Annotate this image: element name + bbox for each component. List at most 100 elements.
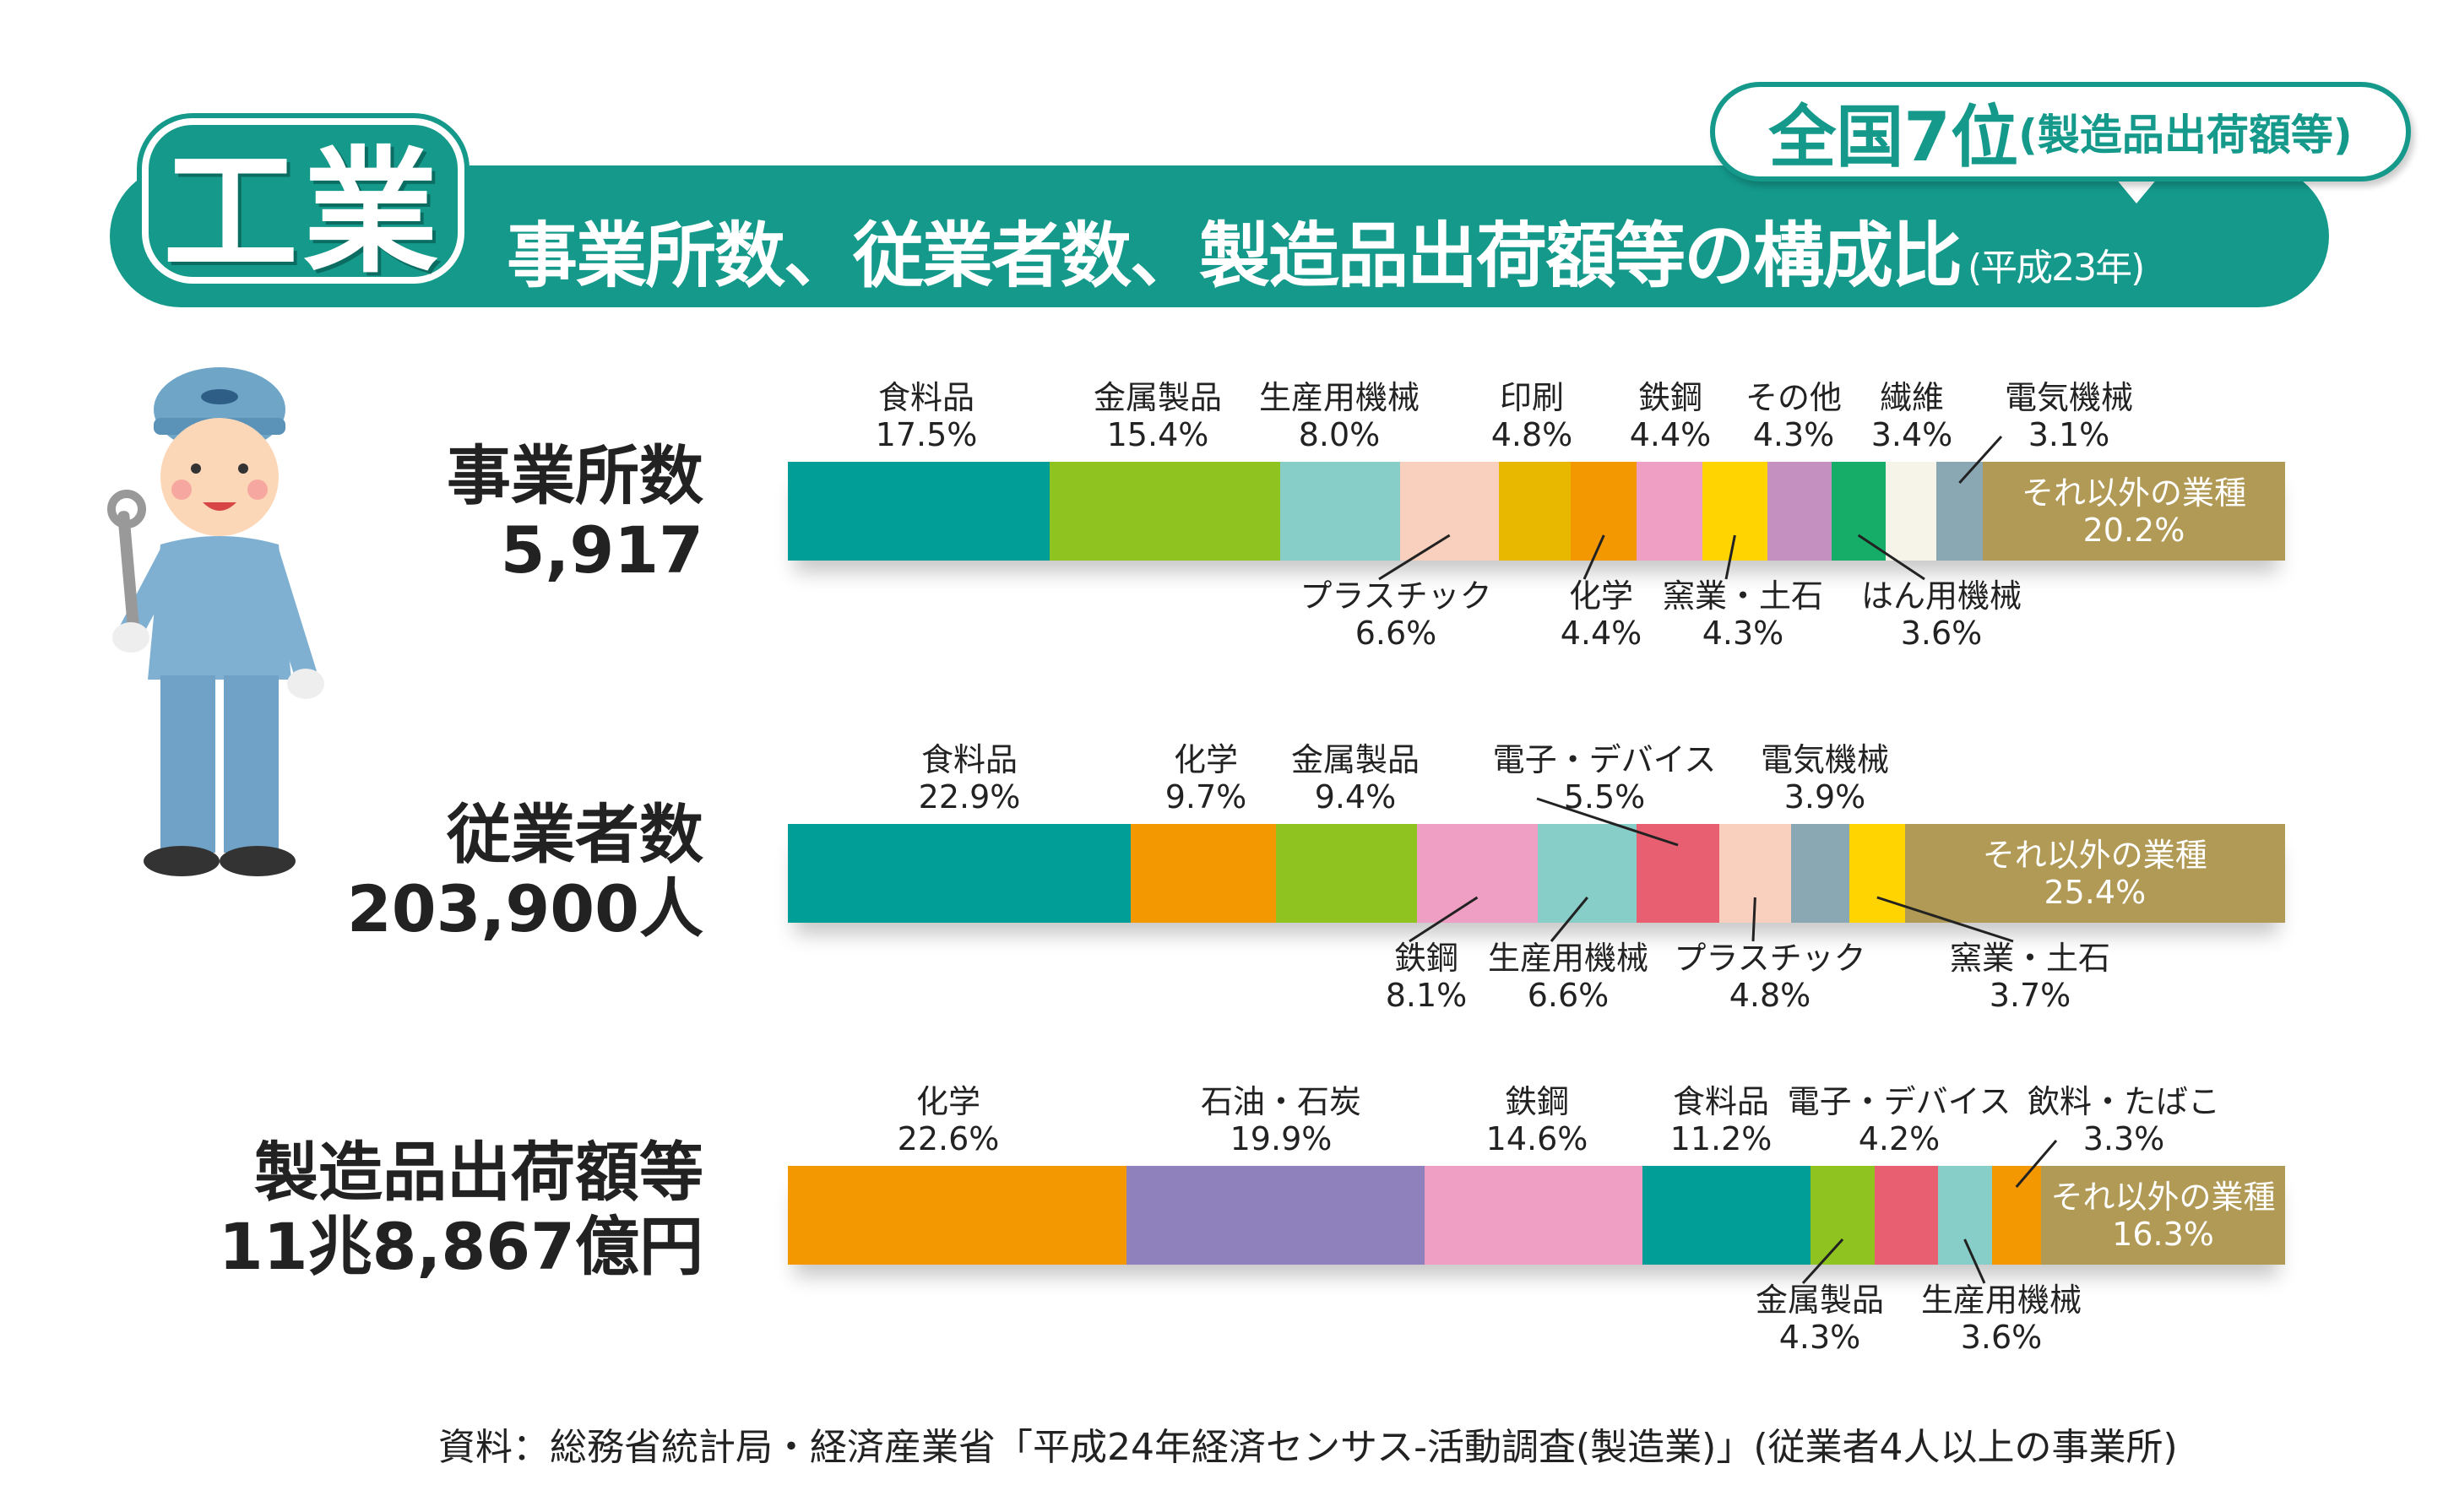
data-label: 食料品 11.2% bbox=[1670, 1083, 1773, 1157]
data-label: それ以外の業種 25.4% bbox=[1905, 824, 2285, 923]
label-value: 3.3% bbox=[2082, 1120, 2165, 1157]
data-label: 鉄鋼 8.1% bbox=[1386, 940, 1468, 1014]
stacked-bar: それ以外の業種 20.2% bbox=[788, 462, 2286, 561]
data-label: 化学 9.7% bbox=[1165, 741, 1247, 816]
data-label: 鉄鋼 4.4% bbox=[1630, 379, 1712, 453]
label-value: 3.9% bbox=[1783, 778, 1866, 816]
label-value: 8.0% bbox=[1298, 416, 1381, 453]
label-value: 9.7% bbox=[1164, 778, 1247, 816]
bar-segment bbox=[1875, 1166, 1938, 1265]
row-label-shipments: 製造品出荷額等 11兆8,867億円 bbox=[219, 1135, 703, 1284]
data-label: 金属製品 9.4% bbox=[1291, 741, 1420, 816]
label-name: 生産用機械 bbox=[1258, 379, 1420, 416]
bar-segment: それ以外の業種 25.4% bbox=[1904, 824, 2285, 923]
row-label-employees: 従業者数 203,900人 bbox=[347, 798, 703, 946]
label-value: 16.3% bbox=[2112, 1215, 2214, 1253]
label-name: プラスチック bbox=[1674, 940, 1866, 977]
row-total: 11兆8,867億円 bbox=[218, 1209, 703, 1284]
bar-segment: それ以外の業種 16.3% bbox=[2041, 1166, 2286, 1265]
label-value: 22.9% bbox=[918, 778, 1021, 816]
label-name: それ以外の業種 bbox=[1982, 836, 2207, 874]
label-value: 9.4% bbox=[1314, 778, 1397, 816]
data-label: 食料品 22.9% bbox=[919, 741, 1021, 816]
data-label: 生産用機械 8.0% bbox=[1259, 379, 1420, 453]
bar-segment bbox=[1571, 462, 1637, 561]
data-label: 飲料・たばこ 3.3% bbox=[2028, 1083, 2220, 1157]
rank-bubble: 全国7位 (製造品出荷額等) bbox=[1710, 82, 2411, 182]
data-label: プラスチック 4.8% bbox=[1674, 940, 1865, 1014]
label-value: 14.6% bbox=[1485, 1120, 1588, 1157]
label-name: 化学 bbox=[1568, 577, 1634, 615]
category-tab: 工業 bbox=[142, 118, 464, 291]
worker-illustration bbox=[107, 367, 324, 876]
label-name: 生産用機械 bbox=[1487, 940, 1649, 977]
data-label: それ以外の業種 20.2% bbox=[1983, 462, 2285, 561]
bar-segment bbox=[1702, 462, 1767, 561]
title-year: (平成23年) bbox=[1968, 247, 2145, 290]
bar-segment bbox=[1767, 462, 1832, 561]
label-value: 4.4% bbox=[1629, 416, 1712, 453]
label-value: 3.7% bbox=[1989, 977, 2071, 1014]
label-name: 金属製品 bbox=[1755, 1282, 1885, 1319]
label-name: 金属製品 bbox=[1093, 379, 1223, 416]
bar-segment bbox=[1416, 824, 1539, 923]
title-banner bbox=[110, 165, 2329, 307]
bar-segment: それ以外の業種 20.2% bbox=[1982, 462, 2286, 561]
bar-segment bbox=[1790, 824, 1850, 923]
label-value: 19.9% bbox=[1230, 1120, 1333, 1157]
bar-segment bbox=[1424, 1166, 1643, 1265]
data-label: 印刷 4.8% bbox=[1491, 379, 1573, 453]
label-name: 電気機械 bbox=[2004, 379, 2134, 416]
label-value: 17.5% bbox=[875, 416, 978, 453]
bar-segment bbox=[1937, 1166, 1992, 1265]
label-name: 化学 bbox=[915, 1083, 980, 1120]
label-value: 3.4% bbox=[1870, 416, 1953, 453]
data-label: 窯業・土石 4.3% bbox=[1663, 577, 1823, 652]
row-title: 事業所数 bbox=[447, 438, 703, 513]
bar-segment bbox=[1400, 462, 1500, 561]
label-name: 電子・デバイス bbox=[1492, 741, 1717, 778]
label-name: 電子・デバイス bbox=[1787, 1083, 2011, 1120]
label-name: それ以外の業種 bbox=[2050, 1178, 2276, 1216]
data-label: それ以外の業種 16.3% bbox=[2041, 1166, 2285, 1265]
label-name: 石油・石炭 bbox=[1200, 1083, 1362, 1120]
data-label: その他 4.3% bbox=[1745, 379, 1842, 453]
label-name: 鉄鋼 bbox=[1504, 1083, 1569, 1120]
data-label: 生産用機械 3.6% bbox=[1921, 1282, 2082, 1356]
data-label: 金属製品 15.4% bbox=[1094, 379, 1222, 453]
data-label: 窯業・土石 3.7% bbox=[1950, 940, 2110, 1014]
bar-segment bbox=[788, 824, 1132, 923]
label-value: 11.2% bbox=[1669, 1120, 1773, 1157]
row-label-establishments: 事業所数 5,917 bbox=[447, 439, 703, 588]
label-name: 窯業・土石 bbox=[1662, 577, 1824, 615]
label-name: それ以外の業種 bbox=[2021, 474, 2246, 512]
bar-segment bbox=[788, 1166, 1126, 1265]
data-label: 金属製品 4.3% bbox=[1756, 1282, 1884, 1356]
stacked-bar: それ以外の業種 25.4% bbox=[788, 824, 2285, 923]
data-label: プラスチック 6.6% bbox=[1300, 577, 1491, 652]
label-value: 4.4% bbox=[1560, 615, 1642, 652]
title-text: 事業所数、従業者数、製造品出荷額等の構成比 bbox=[507, 214, 1963, 297]
bar-segment bbox=[1126, 1166, 1425, 1265]
label-value: 4.3% bbox=[1778, 1319, 1861, 1356]
label-name: 印刷 bbox=[1499, 379, 1565, 416]
bar-segment bbox=[1276, 824, 1417, 923]
data-label: 電子・デバイス 4.2% bbox=[1788, 1083, 2011, 1157]
label-value: 4.8% bbox=[1490, 416, 1573, 453]
row-title: 従業者数 bbox=[447, 797, 703, 872]
bar-segment bbox=[1538, 824, 1637, 923]
label-value: 3.1% bbox=[2028, 416, 2110, 453]
bar-segment bbox=[1885, 462, 1936, 561]
label-value: 20.2% bbox=[2082, 511, 2185, 549]
label-name: 金属製品 bbox=[1290, 741, 1420, 778]
label-name: 食料品 bbox=[1672, 1083, 1769, 1120]
label-value: 5.5% bbox=[1563, 778, 1646, 816]
rank-note: (製造品出荷額等) bbox=[2017, 111, 2353, 160]
data-label: 化学 22.6% bbox=[898, 1083, 1000, 1157]
data-label: はん用機械 3.6% bbox=[1861, 577, 2022, 652]
label-name: はん用機械 bbox=[1860, 577, 2022, 615]
label-name: 食料品 bbox=[920, 741, 1018, 778]
data-label: 電気機械 3.9% bbox=[1761, 741, 1889, 816]
data-label: 食料品 17.5% bbox=[876, 379, 978, 453]
label-value: 4.3% bbox=[1752, 416, 1835, 453]
